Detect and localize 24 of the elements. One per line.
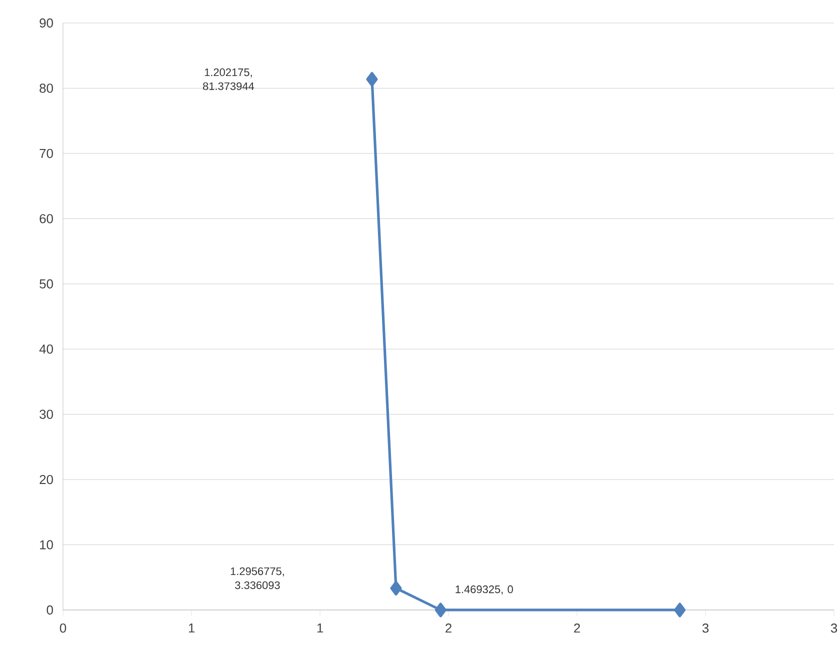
y-tick-label: 70 <box>40 148 53 158</box>
x-tick-label: 2 <box>446 624 452 633</box>
point <box>366 72 378 87</box>
x-tick-label: 3 <box>702 624 709 633</box>
x-tick-label: 0 <box>60 624 66 633</box>
y-tick-label: 10 <box>40 540 53 550</box>
annotation: 1.469325, 0 <box>456 585 513 594</box>
x-tick-label: 3 <box>830 624 838 633</box>
y-tick-label: 0 <box>46 605 53 615</box>
point <box>674 602 686 618</box>
annotation: 1.202175, 81.373944 <box>203 68 254 90</box>
y-tick-label: 20 <box>40 474 53 484</box>
y-tick-label: 80 <box>40 84 53 93</box>
point <box>390 580 402 596</box>
x-tick-label: 2 <box>574 624 580 633</box>
x-tick-label: 1 <box>317 624 323 632</box>
y-tick-label: 30 <box>40 410 53 419</box>
y-tick-label: 60 <box>40 214 53 224</box>
y-tick-label: 40 <box>39 344 53 354</box>
annotation: 1.2956775, 3.336093 <box>230 567 284 590</box>
y-tick-label: 90 <box>40 18 53 28</box>
x-tick-label: 1 <box>188 624 194 632</box>
y-tick-label: 50 <box>40 279 53 288</box>
point <box>434 602 446 618</box>
